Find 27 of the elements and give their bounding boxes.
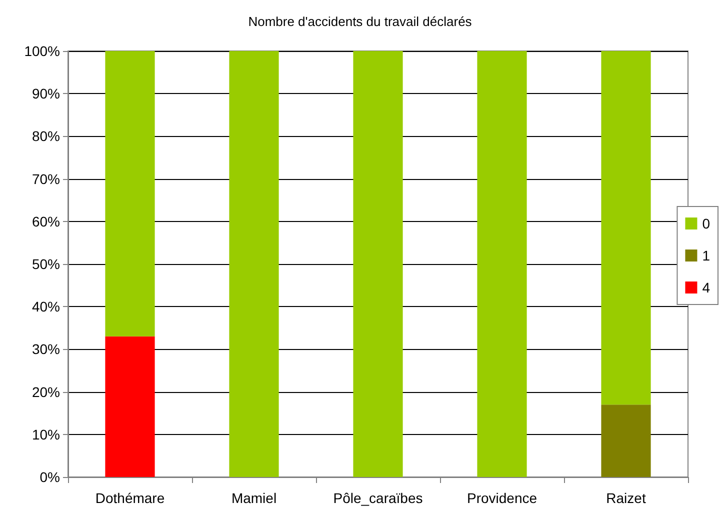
bar bbox=[601, 51, 651, 405]
legend-label: 4 bbox=[702, 280, 710, 296]
y-tick-label: 40% bbox=[32, 298, 60, 315]
bar bbox=[601, 404, 651, 477]
x-tick-label: Dothémare bbox=[95, 490, 165, 506]
y-tick-label: 90% bbox=[32, 86, 60, 102]
y-tick-label: 100% bbox=[24, 43, 60, 59]
y-tick-label: 50% bbox=[32, 256, 60, 272]
bar bbox=[229, 51, 279, 477]
x-tick-label: Raizet bbox=[606, 490, 646, 506]
bar bbox=[353, 51, 403, 477]
y-tick-label: 10% bbox=[32, 426, 60, 442]
legend-label: 0 bbox=[702, 216, 710, 232]
legend-label: 1 bbox=[702, 248, 710, 264]
bar bbox=[477, 51, 527, 477]
x-tick-label: Pôle_caraïbes bbox=[333, 490, 423, 506]
x-tick-label: Providence bbox=[466, 490, 538, 506]
x-tick-label: Mamiel bbox=[231, 490, 277, 506]
chart-title: Nombre d'accidents du travail déclarés bbox=[248, 14, 472, 29]
y-tick-label: 20% bbox=[32, 384, 60, 400]
y-tick-label: 30% bbox=[32, 341, 60, 358]
y-tick-label: 0% bbox=[40, 469, 60, 485]
y-tick-label: 80% bbox=[32, 128, 60, 144]
y-tick-label: 60% bbox=[32, 213, 60, 230]
bar bbox=[105, 51, 155, 336]
y-tick-label: 70% bbox=[32, 170, 60, 187]
bar bbox=[105, 336, 155, 477]
